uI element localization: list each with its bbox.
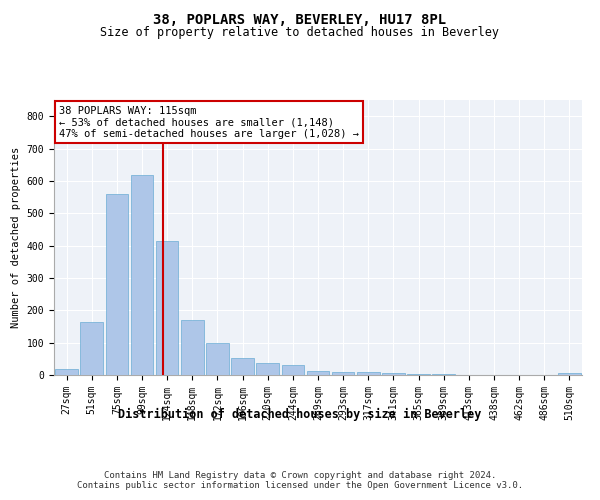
Bar xyxy=(181,320,203,375)
Text: Size of property relative to detached houses in Beverley: Size of property relative to detached ho… xyxy=(101,26,499,39)
Bar xyxy=(382,374,405,375)
Text: Distribution of detached houses by size in Beverley: Distribution of detached houses by size … xyxy=(118,408,482,420)
Text: Contains HM Land Registry data © Crown copyright and database right 2024.
Contai: Contains HM Land Registry data © Crown c… xyxy=(77,470,523,490)
Bar xyxy=(558,374,581,375)
Bar xyxy=(106,194,128,375)
Bar xyxy=(156,242,178,375)
Bar xyxy=(332,372,355,375)
Bar xyxy=(206,342,229,375)
Bar xyxy=(281,366,304,375)
Bar xyxy=(307,371,329,375)
Bar xyxy=(433,374,455,375)
Bar xyxy=(231,358,254,375)
Bar xyxy=(256,362,279,375)
Text: 38, POPLARS WAY, BEVERLEY, HU17 8PL: 38, POPLARS WAY, BEVERLEY, HU17 8PL xyxy=(154,12,446,26)
Bar xyxy=(357,372,380,375)
Bar xyxy=(407,374,430,375)
Text: 38 POPLARS WAY: 115sqm
← 53% of detached houses are smaller (1,148)
47% of semi-: 38 POPLARS WAY: 115sqm ← 53% of detached… xyxy=(59,106,359,138)
Y-axis label: Number of detached properties: Number of detached properties xyxy=(11,147,21,328)
Bar xyxy=(131,175,154,375)
Bar xyxy=(80,322,103,375)
Bar xyxy=(55,369,78,375)
